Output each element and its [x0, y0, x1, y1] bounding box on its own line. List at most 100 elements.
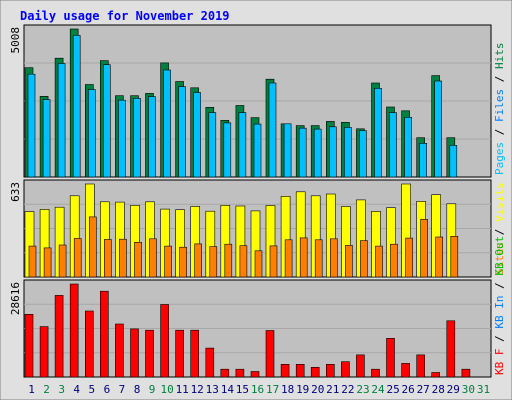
bar-sites-day-11 [179, 246, 187, 278]
x-tick-label: 2 [43, 383, 50, 396]
bar-sites-day-28 [435, 236, 444, 278]
bar-files-day-11 [178, 86, 186, 178]
bar-sites-day-12 [194, 243, 202, 278]
x-tick-label: 11 [176, 383, 189, 396]
legend-entry: / [493, 276, 506, 296]
x-axis-day-labels: 1 2 3 4 5 6 7 8 9 10 11 12 13 14 15 16 17 18 19 20 21 22 23 24 2… [28, 383, 490, 396]
legend-entry: KB In [493, 296, 506, 329]
legend-entry: / [493, 222, 506, 242]
bar-sites-day-9 [149, 238, 157, 278]
bar-kb-f-day-19 [295, 363, 305, 378]
x-tick-label: 18 [281, 383, 294, 396]
bar-files-day-12 [193, 92, 201, 178]
legend-entry: / [493, 69, 506, 89]
bar-kb-f-day-20 [310, 366, 320, 378]
bar-sites-day-10 [164, 245, 172, 278]
x-tick-label: 29 [447, 383, 460, 396]
y-axis-max-label: 633 [9, 182, 22, 202]
chart-panels: 5008 Pages / Files / Hits 633 Sites / Visit… [9, 24, 506, 378]
bar-kb-f-day-22 [341, 361, 350, 378]
x-tick-label: 22 [341, 383, 354, 396]
bar-kb-f-day-30 [461, 368, 471, 378]
bar-files-day-19 [298, 127, 307, 178]
bar-files-day-28 [434, 80, 443, 178]
bar-sites-day-2 [43, 247, 52, 278]
bar-sites-day-3 [58, 244, 67, 278]
bar-sites-day-29 [450, 236, 459, 278]
bar-sites-day-27 [420, 219, 429, 278]
bar-sites-day-20 [314, 239, 323, 278]
x-tick-label: 4 [73, 383, 80, 396]
bar-sites-day-7 [119, 238, 127, 278]
bar-kb-f-day-21 [325, 363, 335, 378]
series-legend: Sites / Visits [493, 182, 506, 275]
bar-kb-f-day-5 [85, 310, 94, 378]
bar-files-day-8 [133, 98, 141, 178]
bar-files-day-22 [344, 127, 352, 178]
x-tick-label: 6 [104, 383, 111, 396]
bar-files-day-15 [238, 112, 247, 178]
x-tick-label: 24 [371, 383, 385, 396]
bar-files-day-17 [268, 82, 277, 178]
bar-kb-f-day-4 [69, 283, 79, 378]
legend-entry: / [493, 122, 506, 142]
bar-sites-day-24 [375, 245, 383, 278]
bar-sites-day-17 [269, 245, 278, 278]
bar-files-day-13 [208, 112, 217, 178]
y-axis-max-label: 5008 [9, 27, 22, 54]
bar-sites-day-8 [134, 242, 142, 278]
bar-kb-f-day-11 [175, 329, 184, 378]
bar-sites-day-26 [405, 237, 413, 278]
bar-files-day-3 [57, 63, 66, 178]
legend-entry: KB Out [493, 236, 506, 276]
x-tick-label: 14 [221, 383, 235, 396]
x-tick-label: 12 [191, 383, 204, 396]
bar-kb-f-day-10 [160, 304, 169, 378]
bar-sites-day-4 [73, 238, 82, 278]
visits-panel: 633 Sites / Visits [9, 179, 506, 278]
bar-sites-day-16 [254, 250, 263, 278]
bar-files-day-16 [253, 123, 262, 178]
bar-kb-f-day-27 [416, 354, 426, 378]
x-tick-label: 28 [432, 383, 445, 396]
bar-files-day-21 [328, 126, 337, 178]
bar-sites-day-25 [390, 243, 398, 278]
x-tick-label: 31 [477, 383, 490, 396]
x-tick-label: 26 [401, 383, 414, 396]
bar-kb-f-day-7 [115, 323, 124, 378]
bar-files-day-24 [374, 88, 382, 178]
bar-kb-f-day-23 [356, 354, 365, 378]
bar-kb-f-day-15 [235, 368, 245, 378]
bar-files-day-25 [389, 112, 397, 178]
kbytes-panel: 28616 KB F / KB In / KB Out [9, 236, 506, 378]
bar-sites-day-15 [239, 245, 248, 278]
bar-files-day-20 [313, 128, 322, 178]
x-tick-label: 25 [386, 383, 399, 396]
bar-sites-day-18 [284, 239, 293, 278]
x-tick-label: 23 [356, 383, 369, 396]
bar-sites-day-6 [104, 239, 112, 278]
bar-files-day-10 [163, 69, 171, 178]
legend-entry: Files [493, 89, 506, 122]
x-tick-label: 19 [296, 383, 309, 396]
bar-files-day-6 [103, 64, 111, 178]
bar-kb-f-day-12 [190, 329, 199, 378]
bar-files-day-5 [88, 89, 96, 178]
bar-kb-f-day-8 [130, 328, 139, 378]
x-tick-label: 21 [326, 383, 339, 396]
bar-kb-f-day-1 [24, 313, 34, 378]
bar-files-day-1 [27, 73, 36, 178]
series-legend: Pages / Files / Hits [493, 43, 506, 176]
x-tick-label: 17 [266, 383, 279, 396]
bar-files-day-26 [404, 117, 412, 178]
bar-sites-day-19 [299, 237, 308, 278]
bar-kb-f-day-9 [145, 329, 154, 378]
bar-kb-f-day-29 [446, 320, 456, 378]
bar-files-day-4 [72, 35, 81, 178]
bar-kb-f-day-25 [386, 337, 395, 378]
bar-files-day-18 [283, 123, 292, 178]
bar-sites-day-5 [89, 216, 97, 278]
x-tick-label: 15 [236, 383, 249, 396]
legend-entry: KB F [493, 349, 506, 376]
